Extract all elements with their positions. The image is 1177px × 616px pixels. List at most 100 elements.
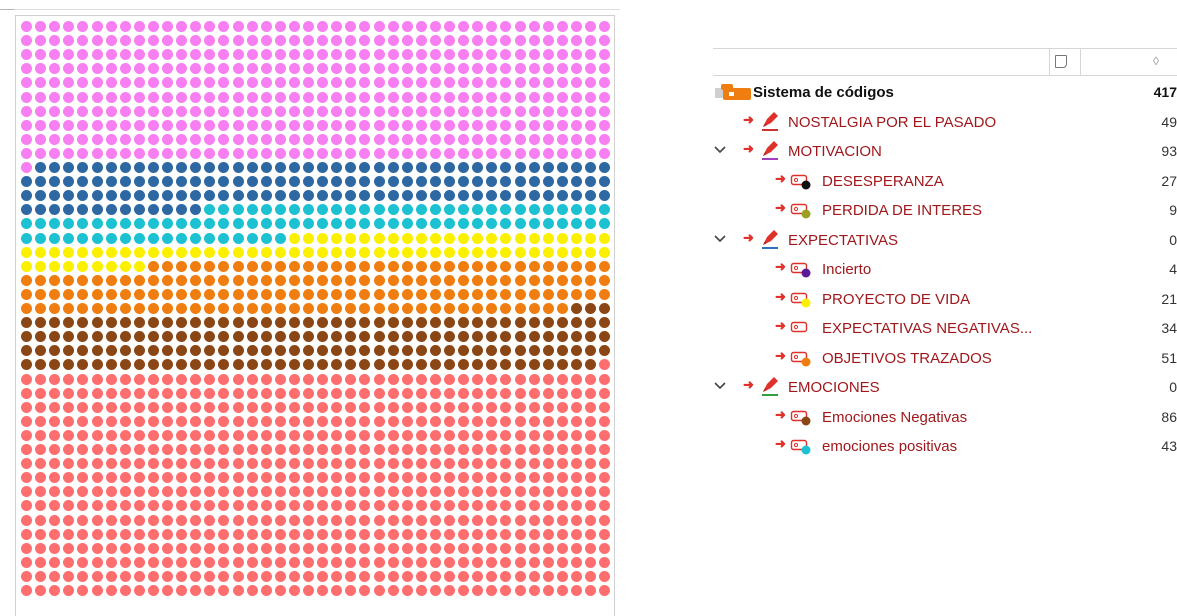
portrait-dot: [472, 317, 484, 329]
chevron-down-icon[interactable]: [713, 377, 727, 393]
frequency-icon[interactable]: ◊: [1153, 54, 1159, 68]
portrait-dot: [77, 49, 89, 61]
portrait-dot: [49, 486, 61, 498]
portrait-dot: [274, 345, 286, 357]
code-row[interactable]: ➜ Emociones Negativas 86: [713, 404, 1177, 433]
portrait-dot: [542, 176, 554, 188]
portrait-dot: [472, 585, 484, 596]
portrait-dot: [147, 303, 159, 314]
portrait-dot: [429, 556, 441, 568]
portrait-dot: [401, 486, 413, 498]
chevron-down-icon[interactable]: [713, 141, 727, 157]
portrait-dot: [359, 176, 371, 188]
portrait-dot: [162, 147, 173, 159]
portrait-dot: [528, 105, 540, 117]
portrait-dot: [63, 232, 75, 244]
memo-icon[interactable]: [1055, 55, 1067, 68]
portrait-dot: [373, 415, 385, 427]
code-row[interactable]: ➜ PROYECTO DE VIDA 21: [713, 286, 1177, 315]
portrait-dot: [190, 105, 202, 117]
portrait-dot: [260, 204, 272, 216]
portrait-dot: [387, 105, 399, 117]
portrait-dot: [232, 21, 244, 32]
code-row[interactable]: ➜ EXPECTATIVAS NEGATIVAS... 34: [713, 315, 1177, 344]
portrait-dot: [556, 204, 568, 216]
portrait-dot: [246, 444, 258, 455]
portrait-dot: [119, 190, 131, 202]
subcode-label: PERDIDA DE INTERES: [822, 202, 983, 219]
portrait-dot: [528, 359, 540, 371]
portrait-dot: [500, 500, 512, 512]
portrait-dot: [331, 77, 343, 89]
portrait-dot: [401, 429, 413, 441]
portrait-dot: [458, 218, 470, 230]
portrait-dot: [472, 528, 484, 540]
portrait-dot: [585, 176, 596, 188]
column-separator[interactable]: [1080, 49, 1081, 75]
portrait-dot: [204, 373, 216, 385]
portrait-dot: [500, 288, 512, 300]
portrait-dot: [246, 585, 258, 596]
portrait-dot: [444, 556, 455, 568]
portrait-dot: [176, 570, 188, 582]
portrait-dot: [570, 246, 582, 258]
portrait-dot: [21, 119, 32, 131]
code-row[interactable]: ➜ Incierto 4: [713, 256, 1177, 285]
document-portrait-grid[interactable]: [21, 21, 613, 611]
portrait-dot: [49, 119, 61, 131]
portrait-dot: [288, 542, 300, 554]
portrait-dot: [91, 317, 103, 329]
portrait-dot: [147, 528, 159, 540]
portrait-dot: [472, 458, 484, 470]
code-row[interactable]: ➜ emociones positivas 43: [713, 433, 1177, 462]
column-separator[interactable]: [1049, 49, 1050, 75]
portrait-dot: [63, 288, 75, 300]
portrait-dot: [458, 303, 470, 314]
portrait-dot: [401, 500, 413, 512]
portrait-dot: [415, 570, 427, 582]
portrait-dot: [77, 232, 89, 244]
portrait-dot: [232, 77, 244, 89]
portrait-dot: [444, 317, 455, 329]
chevron-down-icon[interactable]: [713, 230, 727, 246]
portrait-dot: [274, 147, 286, 159]
portrait-dot: [570, 444, 582, 455]
portrait-dot: [49, 147, 61, 159]
arrow-right-icon: ➜: [775, 200, 786, 215]
portrait-dot: [486, 345, 498, 357]
portrait-dot: [599, 373, 611, 385]
code-row[interactable]: ➜ EMOCIONES 0: [713, 374, 1177, 403]
code-row[interactable]: ➜ EXPECTATIVAS 0: [713, 227, 1177, 256]
portrait-dot: [77, 486, 89, 498]
portrait-dot: [599, 556, 611, 568]
portrait-dot: [387, 415, 399, 427]
code-row[interactable]: ➜ MOTIVACION 93: [713, 138, 1177, 167]
portrait-dot: [486, 472, 498, 484]
portrait-dot: [274, 317, 286, 329]
portrait-dot: [218, 415, 230, 427]
code-system-root[interactable]: Sistema de códigos 417: [713, 79, 1177, 108]
portrait-dot: [190, 500, 202, 512]
code-row[interactable]: ➜ PERDIDA DE INTERES 9: [713, 197, 1177, 226]
portrait-dot: [105, 162, 117, 173]
portrait-dot: [570, 176, 582, 188]
code-tag-icon: [790, 350, 814, 368]
portrait-dot: [570, 556, 582, 568]
portrait-dot: [528, 133, 540, 145]
code-row[interactable]: ➜ NOSTALGIA POR EL PASADO 49: [713, 109, 1177, 138]
portrait-dot: [373, 232, 385, 244]
portrait-dot: [21, 359, 32, 371]
portrait-dot: [472, 119, 484, 131]
portrait-dot: [204, 331, 216, 343]
portrait-dot: [91, 458, 103, 470]
portrait-dot: [401, 49, 413, 61]
portrait-dot: [162, 91, 173, 103]
code-row[interactable]: ➜ DESESPERANZA 27: [713, 168, 1177, 197]
portrait-dot: [162, 105, 173, 117]
portrait-dot: [429, 105, 441, 117]
portrait-dot: [63, 105, 75, 117]
portrait-dot: [260, 77, 272, 89]
portrait-dot: [162, 63, 173, 75]
code-row[interactable]: ➜ OBJETIVOS TRAZADOS 51: [713, 345, 1177, 374]
portrait-dot: [204, 190, 216, 202]
